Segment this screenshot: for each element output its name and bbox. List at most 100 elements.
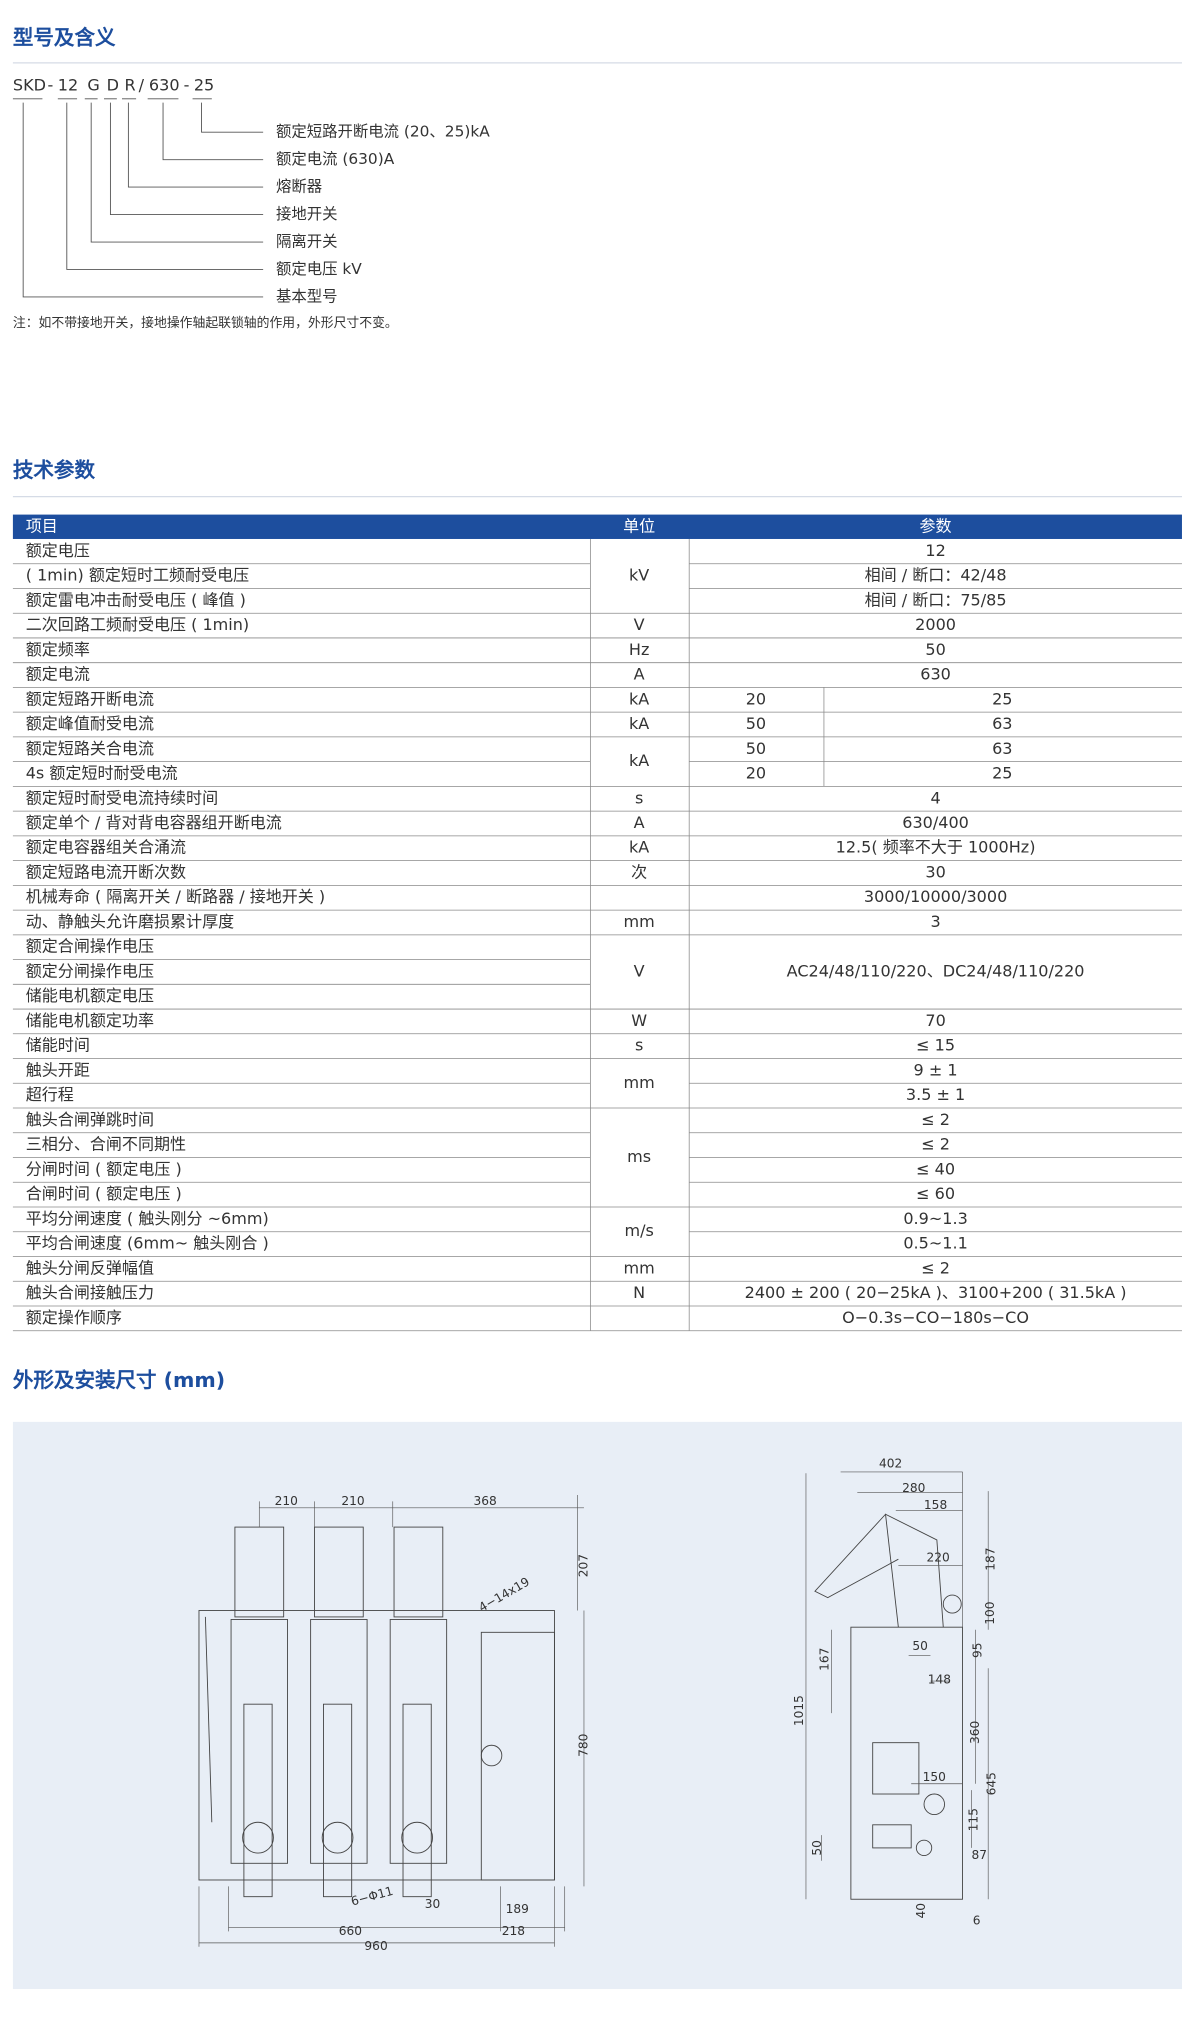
item-cell: 额定分闸操作电压 [26, 961, 154, 980]
code-part: 25 [194, 75, 214, 94]
code-part: R [125, 75, 136, 94]
item-cell: 机械寿命 ( 隔离开关 / 断路器 / 接地开关 ) [26, 887, 325, 906]
item-cell: 平均合闸速度 (6mm~ 触头刚合 ) [26, 1234, 269, 1253]
item-cell: 额定合闸操作电压 [26, 937, 154, 956]
item-cell: 储能时间 [26, 1036, 90, 1055]
unit-cell: N [633, 1283, 645, 1302]
param-cell: 30 [925, 862, 945, 881]
dimension-label: 1015 [792, 1695, 806, 1726]
param-cell: ≤ 15 [916, 1036, 955, 1055]
code-part: G [87, 75, 99, 94]
dimension-label: 220 [927, 1550, 950, 1564]
unit-cell: A [634, 665, 645, 684]
code-part: 12 [58, 75, 78, 94]
arm [814, 1513, 944, 1628]
item-cell: 4s 额定短时耐受电流 [26, 764, 178, 783]
connector [162, 102, 264, 161]
item-cell: 触头合闸接触压力 [26, 1283, 154, 1302]
dimension-label: 150 [923, 1770, 946, 1784]
dimension-label: 189 [506, 1902, 529, 1916]
param-cell: 12.5( 频率不大于 1000Hz) [836, 838, 1036, 857]
dimension-label: 115 [967, 1808, 981, 1831]
item-cell: 额定短时耐受电流持续时间 [26, 788, 218, 807]
dimension-label: 402 [879, 1457, 902, 1471]
unit-cell: V [634, 961, 645, 980]
param-cell: 20 [746, 764, 766, 783]
param-cell: O−0.3s−CO−180s−CO [842, 1308, 1029, 1327]
connector [66, 102, 264, 270]
param-cell: ≤ 40 [916, 1159, 955, 1178]
unit-cell: Hz [629, 640, 649, 659]
unit-cell: m/s [624, 1221, 653, 1240]
item-cell: 额定频率 [26, 640, 90, 659]
item-cell: 触头分闸反弹幅值 [26, 1258, 154, 1277]
unit-cell: V [634, 615, 645, 634]
unit-cell: s [635, 1036, 643, 1055]
param-cell: 12 [925, 541, 945, 560]
unit-cell: s [635, 788, 643, 807]
meaning: 额定电流 (630)A [276, 150, 395, 168]
param-cell: 630 [920, 665, 951, 684]
section-title: 型号及含义 [13, 25, 116, 49]
dimension-label: 158 [924, 1498, 947, 1512]
param-cell: 630/400 [902, 813, 969, 832]
unit-cell: kA [629, 751, 649, 770]
dimension-label: 50 [912, 1639, 928, 1653]
param-cell: ≤ 2 [921, 1258, 950, 1277]
connector [127, 102, 264, 188]
unit-cell: A [634, 813, 645, 832]
param-cell: 20 [746, 689, 766, 708]
item-cell: 分闸时间 ( 额定电压 ) [26, 1159, 182, 1178]
code-part: - [184, 75, 190, 94]
dimension-label: 6 [973, 1914, 981, 1928]
meaning: 隔离开关 [276, 233, 338, 251]
pole [230, 1526, 448, 1898]
dimension-label: 218 [502, 1924, 525, 1938]
dimension-label: 50 [810, 1840, 824, 1856]
param-cell: ≤ 60 [916, 1184, 955, 1203]
unit-cell: kA [629, 714, 649, 733]
table-header-cell: 项目 [26, 516, 58, 535]
code-part: 630 [149, 75, 180, 94]
param-cell: 相间 / 断口：75/85 [865, 590, 1007, 609]
param-cell: 25 [992, 689, 1012, 708]
param-cell: 63 [992, 739, 1012, 758]
connector [22, 102, 264, 298]
param-cell: ≤ 2 [921, 1110, 950, 1129]
dimension-label: 40 [914, 1903, 928, 1919]
dimension-label: 210 [275, 1494, 298, 1508]
code-part: / [139, 75, 145, 94]
item-cell: 额定单个 / 背对背电容器组开断电流 [26, 813, 282, 832]
item-cell: 额定短路关合电流 [26, 739, 154, 758]
param-cell: 2400 ± 200 ( 20−25kA )、3100+200 ( 31.5kA… [745, 1283, 1127, 1302]
meaning: 熔断器 [276, 178, 322, 196]
param-cell: 50 [925, 640, 945, 659]
dimension-label: 148 [928, 1672, 951, 1686]
connector [201, 102, 264, 133]
code-part: - [48, 75, 54, 94]
dimension-label: 95 [970, 1643, 984, 1659]
item-cell: 额定短路电流开断次数 [26, 862, 186, 881]
connector [109, 102, 264, 216]
unit-cell: W [631, 1011, 647, 1030]
param-cell: 4 [930, 788, 940, 807]
unit-cell: kA [629, 689, 649, 708]
param-cell: 25 [992, 764, 1012, 783]
item-cell: 平均分闸速度 ( 触头刚分 ~6mm) [26, 1209, 269, 1228]
dimension-label: 660 [339, 1924, 362, 1938]
item-cell: 三相分、合闸不同期性 [26, 1135, 186, 1154]
note: 注：如不带接地开关，接地操作轴起联锁轴的作用，外形尺寸不变。 [13, 315, 398, 331]
dimension-label: 360 [968, 1721, 982, 1744]
item-cell: 额定电压 [26, 541, 90, 560]
dimension-label: 167 [818, 1648, 832, 1671]
item-cell: 额定电流 [26, 665, 90, 684]
dimension-label: 960 [364, 1939, 387, 1953]
dimension-label: 780 [576, 1734, 590, 1757]
section-title: 外形及安装尺寸 (mm) [13, 1368, 225, 1392]
connector [90, 102, 264, 243]
code-part: D [107, 75, 119, 94]
param-cell: 3000/10000/3000 [864, 887, 1007, 906]
param-cell: 9 ± 1 [914, 1060, 958, 1079]
item-cell: ( 1min) 额定短时工频耐受电压 [26, 566, 249, 585]
